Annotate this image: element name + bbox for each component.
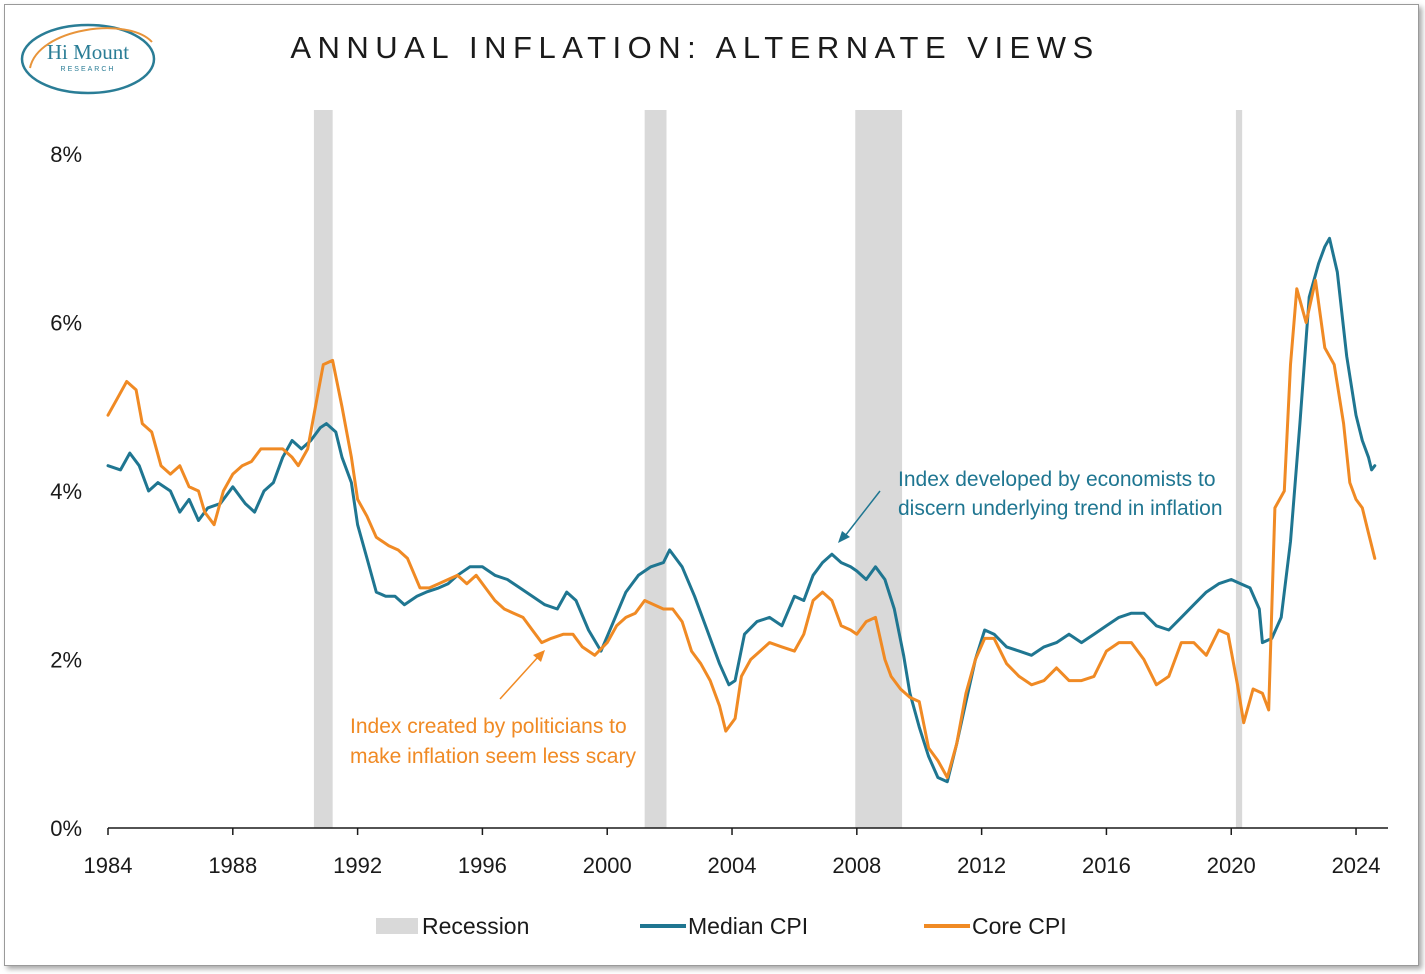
y-tick-label-6: 6% <box>50 311 82 336</box>
y-tick-label-8: 8% <box>50 142 82 167</box>
legend-median-swatch <box>640 924 686 928</box>
median-annotation-line1: Index developed by economists to <box>898 468 1216 491</box>
x-tick-label-2012: 2012 <box>957 853 1006 878</box>
recession-bands <box>313 110 1243 828</box>
logo-subtitle: RESEARCH <box>60 66 116 73</box>
recession-band-0 <box>313 110 333 828</box>
median-annotation-line2: discern underlying trend in inflation <box>898 497 1223 520</box>
median-annotation-arrow <box>844 490 881 537</box>
median-annotation: Index developed by economists to discern… <box>838 468 1223 543</box>
legend-recession-label: Recession <box>422 912 530 939</box>
core-cpi-line <box>106 278 1377 779</box>
x-tick-label-1988: 1988 <box>208 853 257 878</box>
y-tick-label-2: 2% <box>50 648 82 673</box>
recession-band-1 <box>644 110 667 828</box>
legend-item-core: Core CPI <box>924 910 1067 942</box>
y-tick-label-0: 0% <box>50 816 82 841</box>
recession-band-3 <box>1235 110 1243 828</box>
legend-core-swatch <box>924 924 970 928</box>
x-tick-label-2020: 2020 <box>1207 853 1256 878</box>
core-annotation-line2: make inflation seem less scary <box>350 745 636 768</box>
core-arrowhead-icon <box>533 650 545 662</box>
core-annotation-arrow <box>499 656 539 700</box>
x-tick-label-2000: 2000 <box>583 853 632 878</box>
x-tick-label-2024: 2024 <box>1332 853 1381 878</box>
x-tick-label-2004: 2004 <box>708 853 757 878</box>
legend-core-label: Core CPI <box>972 912 1067 939</box>
chart-frame <box>4 4 1419 966</box>
y-axis-labels: 0% 2% 4% 6% 8% <box>50 142 82 841</box>
recession-band-2 <box>855 110 903 828</box>
core-annotation-line1: Index created by politicians to <box>350 715 627 738</box>
legend-median-label: Median CPI <box>688 912 809 939</box>
x-tick-label-2016: 2016 <box>1082 853 1131 878</box>
x-tick-label-2008: 2008 <box>832 853 881 878</box>
company-logo: Hi Mount RESEARCH <box>18 20 158 98</box>
logo-swoosh-icon <box>20 23 156 95</box>
legend: Recession Median CPI Core CPI <box>0 910 1425 942</box>
core-annotation: Index created by politicians to make inf… <box>350 650 636 768</box>
y-tick-label-4: 4% <box>50 479 82 504</box>
x-tick-label-1992: 1992 <box>333 853 382 878</box>
x-tick-label-1996: 1996 <box>458 853 507 878</box>
x-axis: 1984 1988 1992 1996 2000 2004 2008 2012 2016 2020… <box>84 827 1388 878</box>
legend-item-median: Median CPI <box>640 910 808 942</box>
chart-title: ANNUAL INFLATION: ALTERNATE VIEWS <box>290 30 1100 65</box>
x-tick-label-1984: 1984 <box>84 853 133 878</box>
median-arrowhead-icon <box>838 531 850 543</box>
legend-item-recession: Recession <box>376 910 529 942</box>
logo-name: Hi Mount <box>46 40 130 64</box>
median-cpi-line <box>106 236 1377 784</box>
series-lines <box>106 236 1377 784</box>
legend-recession-swatch <box>376 918 418 934</box>
